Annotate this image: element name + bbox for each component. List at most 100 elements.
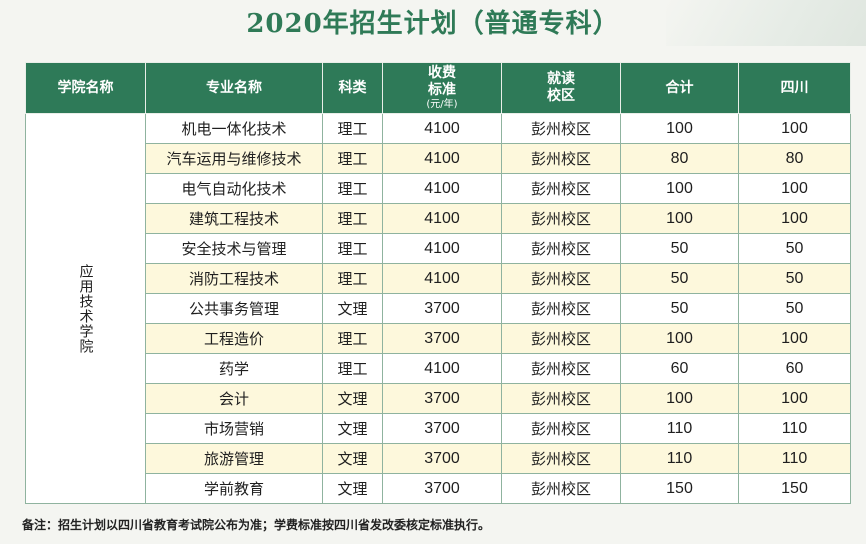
sichuan-cell: 50 <box>738 233 851 264</box>
campus-cell: 彭州校区 <box>501 143 621 174</box>
fee-cell: 4100 <box>382 353 502 384</box>
fee-cell: 4100 <box>382 233 502 264</box>
campus-cell: 彭州校区 <box>501 233 621 264</box>
table-row: 公共事务管理 文理 3700 彭州校区 50 50 <box>26 293 851 324</box>
subject-cell: 文理 <box>322 383 383 414</box>
total-cell: 50 <box>620 233 739 264</box>
table-row: 市场营销 文理 3700 彭州校区 110 110 <box>26 413 851 444</box>
total-cell: 100 <box>620 323 739 354</box>
footnote: 备注：招生计划以四川省教育考试院公布为准；学费标准按四川省发改委核定标准执行。 <box>22 518 491 532</box>
table-row: 电气自动化技术 理工 4100 彭州校区 100 100 <box>26 173 851 204</box>
college-name: 应用技术学院 <box>25 113 146 504</box>
major-cell: 电气自动化技术 <box>145 173 323 204</box>
subject-cell: 理工 <box>322 263 383 294</box>
campus-cell: 彭州校区 <box>501 413 621 444</box>
total-cell: 110 <box>620 443 739 474</box>
total-cell: 60 <box>620 353 739 384</box>
subject-cell: 理工 <box>322 113 383 144</box>
sichuan-cell: 50 <box>738 293 851 324</box>
major-cell: 学前教育 <box>145 473 323 504</box>
table-header-row: 学院名称 专业名称 科类 收费 标准 (元/年) 就读 校区 合计 四川 <box>25 62 851 114</box>
table-row: 学前教育 文理 3700 彭州校区 150 150 <box>26 473 851 504</box>
total-cell: 100 <box>620 173 739 204</box>
subject-cell: 理工 <box>322 143 383 174</box>
sichuan-cell: 110 <box>738 413 851 444</box>
subject-cell: 文理 <box>322 413 383 444</box>
sichuan-cell: 50 <box>738 263 851 294</box>
sichuan-cell: 60 <box>738 353 851 384</box>
corner-decoration <box>666 0 866 46</box>
total-cell: 100 <box>620 203 739 234</box>
table-row: 药学 理工 4100 彭州校区 60 60 <box>26 353 851 384</box>
sichuan-cell: 80 <box>738 143 851 174</box>
total-cell: 50 <box>620 263 739 294</box>
campus-cell: 彭州校区 <box>501 473 621 504</box>
header-fee-unit: (元/年) <box>426 99 458 110</box>
table-row: 工程造价 理工 3700 彭州校区 100 100 <box>26 323 851 354</box>
header-sichuan: 四川 <box>738 62 851 114</box>
subject-cell: 文理 <box>322 293 383 324</box>
campus-cell: 彭州校区 <box>501 293 621 324</box>
fee-cell: 3700 <box>382 473 502 504</box>
sichuan-cell: 100 <box>738 323 851 354</box>
fee-cell: 3700 <box>382 383 502 414</box>
subject-cell: 理工 <box>322 233 383 264</box>
sichuan-cell: 150 <box>738 473 851 504</box>
enrollment-table: 学院名称 专业名称 科类 收费 标准 (元/年) 就读 校区 合计 四川 应用技… <box>25 62 851 504</box>
subject-cell: 文理 <box>322 473 383 504</box>
total-cell: 50 <box>620 293 739 324</box>
fee-cell: 4100 <box>382 143 502 174</box>
table-row: 汽车运用与维修技术 理工 4100 彭州校区 80 80 <box>26 143 851 174</box>
total-cell: 100 <box>620 383 739 414</box>
major-cell: 旅游管理 <box>145 443 323 474</box>
campus-cell: 彭州校区 <box>501 353 621 384</box>
subject-cell: 文理 <box>322 443 383 474</box>
header-subject: 科类 <box>322 62 383 114</box>
campus-cell: 彭州校区 <box>501 323 621 354</box>
campus-cell: 彭州校区 <box>501 173 621 204</box>
campus-cell: 彭州校区 <box>501 113 621 144</box>
major-cell: 汽车运用与维修技术 <box>145 143 323 174</box>
major-cell: 安全技术与管理 <box>145 233 323 264</box>
major-cell: 市场营销 <box>145 413 323 444</box>
major-cell: 药学 <box>145 353 323 384</box>
header-fee-line1: 收费 <box>428 65 456 81</box>
campus-cell: 彭州校区 <box>501 203 621 234</box>
page-title: 2020年招生计划（普通专科） <box>246 9 620 39</box>
header-fee-line2: 标准 <box>428 82 456 98</box>
major-cell: 建筑工程技术 <box>145 203 323 234</box>
sichuan-cell: 100 <box>738 383 851 414</box>
sichuan-cell: 110 <box>738 443 851 474</box>
table-row: 安全技术与管理 理工 4100 彭州校区 50 50 <box>26 233 851 264</box>
header-campus-line2: 校区 <box>547 88 575 104</box>
fee-cell: 4100 <box>382 263 502 294</box>
sichuan-cell: 100 <box>738 173 851 204</box>
fee-cell: 4100 <box>382 113 502 144</box>
subject-cell: 理工 <box>322 173 383 204</box>
fee-cell: 3700 <box>382 293 502 324</box>
table-row: 旅游管理 文理 3700 彭州校区 110 110 <box>26 443 851 474</box>
total-cell: 100 <box>620 113 739 144</box>
major-cell: 消防工程技术 <box>145 263 323 294</box>
sichuan-cell: 100 <box>738 203 851 234</box>
header-college: 学院名称 <box>25 62 146 114</box>
major-cell: 会计 <box>145 383 323 414</box>
table-row: 消防工程技术 理工 4100 彭州校区 50 50 <box>26 263 851 294</box>
fee-cell: 4100 <box>382 173 502 204</box>
header-fee: 收费 标准 (元/年) <box>382 62 502 114</box>
campus-cell: 彭州校区 <box>501 443 621 474</box>
campus-cell: 彭州校区 <box>501 263 621 294</box>
subject-cell: 理工 <box>322 353 383 384</box>
fee-cell: 3700 <box>382 323 502 354</box>
sichuan-cell: 100 <box>738 113 851 144</box>
header-campus: 就读 校区 <box>501 62 621 114</box>
header-campus-line1: 就读 <box>547 71 575 87</box>
subject-cell: 理工 <box>322 323 383 354</box>
major-cell: 公共事务管理 <box>145 293 323 324</box>
subject-cell: 理工 <box>322 203 383 234</box>
table-row: 应用技术学院 机电一体化技术 理工 4100 彭州校区 100 100 <box>25 113 851 504</box>
total-cell: 150 <box>620 473 739 504</box>
total-cell: 80 <box>620 143 739 174</box>
table-row: 建筑工程技术 理工 4100 彭州校区 100 100 <box>26 203 851 234</box>
total-cell: 110 <box>620 413 739 444</box>
